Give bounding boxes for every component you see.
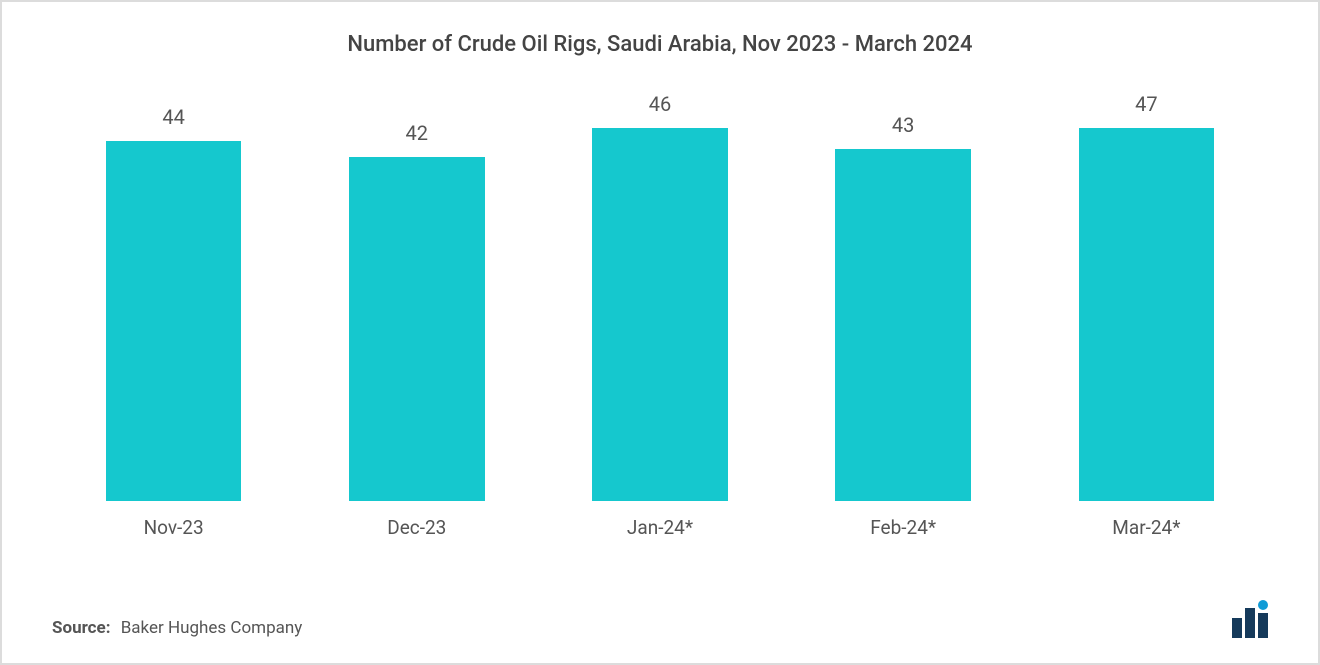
bar-group: 43 [794,92,1013,501]
bar [349,157,485,501]
bar [1079,128,1215,501]
logo-stem-icon [1258,613,1268,638]
bar-value-label: 43 [892,113,914,137]
logo-i-icon [1258,600,1268,638]
chart-footer: Source: Baker Hughes Company [52,600,1268,638]
bar-value-label: 47 [1135,92,1157,116]
bar-value-label: 42 [406,121,428,145]
bar [106,141,242,501]
x-axis-labels: Nov-23 Dec-23 Jan-24* Feb-24* Mar-24* [52,516,1268,539]
logo-bar-icon [1232,618,1242,638]
bar-value-label: 44 [162,105,184,129]
source-label: Source: [52,618,110,638]
bar-value-label: 46 [649,92,671,116]
source-attribution: Source: Baker Hughes Company [52,618,302,638]
bar [835,149,971,501]
x-axis-label: Jan-24* [551,516,770,539]
bar [592,128,728,501]
logo-dot-icon [1258,600,1268,610]
chart-container: Number of Crude Oil Rigs, Saudi Arabia, … [0,0,1320,665]
x-axis-label: Nov-23 [64,516,283,539]
x-axis-label: Mar-24* [1037,516,1256,539]
bar-group: 42 [307,92,526,501]
chart-title: Number of Crude Oil Rigs, Saudi Arabia, … [52,32,1268,57]
source-text: Baker Hughes Company [121,618,303,638]
plot-area: 44 42 46 43 47 [52,92,1268,502]
brand-logo [1232,600,1268,638]
logo-bar-icon [1245,608,1255,638]
x-axis-label: Dec-23 [307,516,526,539]
x-axis-label: Feb-24* [794,516,1013,539]
bar-group: 44 [64,92,283,501]
bar-group: 46 [551,92,770,501]
bar-group: 47 [1037,92,1256,501]
